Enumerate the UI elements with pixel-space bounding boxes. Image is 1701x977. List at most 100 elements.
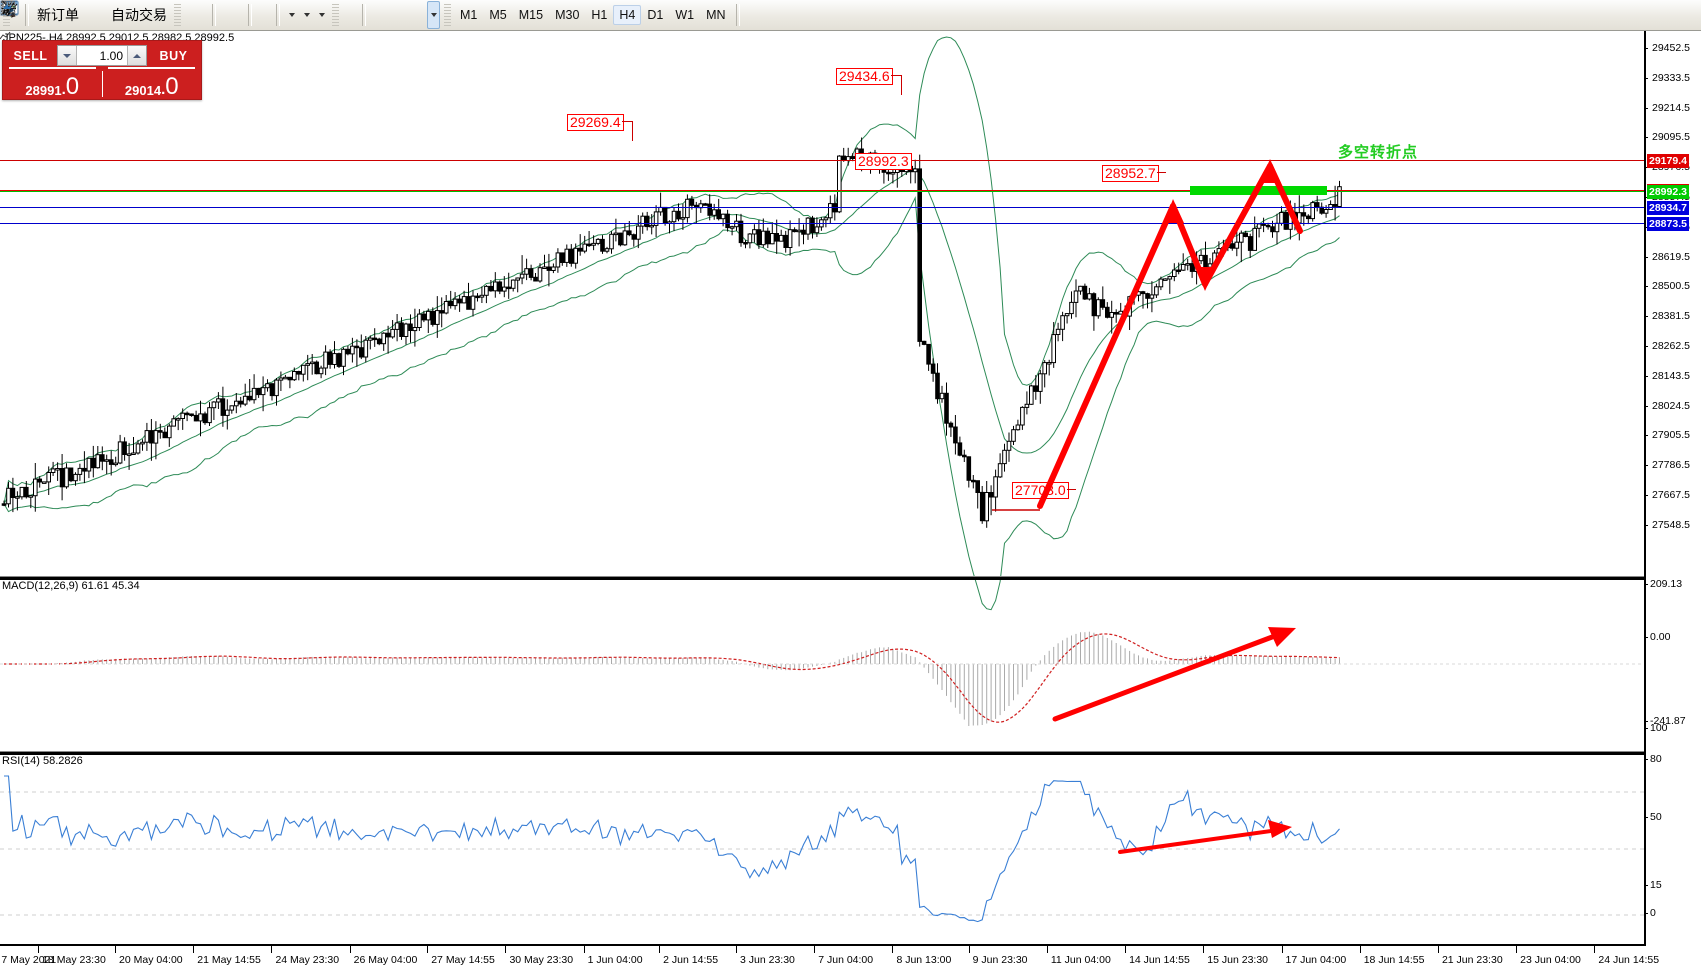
candlestick [1020,406,1025,426]
svg-text:A: A [2,3,13,18]
timeframe-h4[interactable]: H4 [613,5,642,25]
open-chart-button[interactable] [0,2,90,28]
toolbar-separator-1 [25,4,29,26]
candlestick [1310,202,1316,220]
candlestick [622,230,628,246]
candlestick [1060,315,1065,330]
indicators-dropdown-caret[interactable] [289,13,295,17]
templates-dropdown-caret[interactable] [319,13,325,17]
new-order-button[interactable]: 新订单 [1,0,82,28]
time-axis-label: 3 Jun 23:30 [740,954,795,966]
timeframe-mn[interactable]: MN [706,8,726,22]
rsi-pane[interactable]: RSI(14) 58.2826 [0,754,1646,944]
time-axis-label: 26 May 04:00 [353,954,418,966]
time-axis-label: 20 May 04:00 [119,954,183,966]
candlestick [510,279,516,289]
candlestick [1069,301,1074,315]
candlestick [796,229,802,233]
templates-button[interactable] [0,1,328,28]
volume-increase-button[interactable] [127,46,146,65]
period-button[interactable] [1,1,313,28]
sell-button[interactable]: SELL [13,48,48,63]
candlestick [457,298,462,304]
green-highlight-box [1190,186,1327,195]
grid-button[interactable] [0,0,243,28]
timeframe-w1[interactable]: W1 [675,8,695,22]
candlestick [774,233,780,242]
arrows-tool-button[interactable] [3,1,440,29]
price-axis[interactable]: 29452.529333.529214.529095.528976.528857… [1644,31,1701,944]
candlestick [600,238,605,252]
annotation-27703-leader [1067,489,1076,490]
buy-price[interactable]: 29014. 0 [103,69,202,99]
price-chart-svg [1,36,1342,611]
candlestick [408,323,413,331]
shift-end-button[interactable] [2,2,271,28]
price-pane[interactable]: 29269.4 29434.6 28992.3 28952.7 27703.0 … [0,31,1646,611]
candlestick [1096,299,1101,317]
auto-trading-button[interactable]: 自动交易 [0,2,170,28]
candlestick [930,363,936,374]
vertical-line-tool-button[interactable] [5,2,377,28]
candlestick [64,467,69,488]
toolbar-gripper-2[interactable] [174,4,181,26]
timeframe-m30[interactable]: M30 [555,8,580,22]
buy-button[interactable]: BUY [159,48,188,63]
candlestick [828,203,833,219]
macd-pane[interactable]: MACD(12,26,9) 61.61 45.34 [0,579,1646,750]
horizontal-line-tool-button[interactable] [2,2,385,28]
shift-to-start-button[interactable] [2,2,263,28]
time-axis-label: 24 May 23:30 [275,954,340,966]
pointer-tool-button[interactable] [2,0,349,28]
one-click-trading-panel[interactable]: SELL 1.00 BUY 28991. 0 29014. 0 [2,40,202,100]
rsi-tick-label: 0 [1650,907,1656,919]
sell-price[interactable]: 28991. 0 [3,69,102,99]
period-dropdown-caret[interactable] [304,13,310,17]
candlestick [73,473,78,482]
equidistant-channel-tool-button[interactable]: E [2,1,401,28]
macd-tick-label: -241.87 [1650,715,1686,727]
print-button[interactable] [1,0,98,28]
line-chart-button[interactable] [1,2,207,28]
arrows-dropdown-caret[interactable] [431,13,437,17]
candlestick [1087,293,1092,300]
candlestick [1288,211,1293,230]
price-tickmark [1644,48,1648,49]
candlestick [1306,215,1311,220]
candlestick [153,430,159,444]
candlestick-chart-button[interactable] [1,2,199,28]
crosshair-tool-button[interactable] [1,1,357,28]
zoom-out-button[interactable] [1,1,235,28]
bar-chart-button[interactable] [1,2,191,28]
annotation-29269-drop [632,121,633,141]
toolbar-gripper-3[interactable] [332,4,339,26]
candlestick [399,322,404,337]
candlestick [126,453,132,456]
indicators-button[interactable] [1,0,298,28]
candlestick [100,454,105,462]
level-line-29100 [0,190,1646,191]
toolbar-gripper-4[interactable] [444,4,451,26]
price-tickmark [1644,435,1648,437]
market-watch-button[interactable] [1,1,106,28]
timeframe-d1[interactable]: D1 [647,8,664,22]
candlestick [359,347,364,358]
timeframe-h1[interactable]: H1 [591,8,608,22]
text-tool-button[interactable]: A [2,2,417,28]
trendline-tool-button[interactable] [2,2,393,28]
svg-text:T: T [4,4,11,16]
candlestick [448,301,453,307]
volume-decrease-button[interactable] [58,46,77,65]
zoom-in-button[interactable] [1,1,227,28]
price-tick-label: 28500.5 [1652,280,1690,293]
volume-input[interactable]: 1.00 [99,48,123,63]
timeframe-m5[interactable]: M5 [489,8,507,22]
text-label-tool-button[interactable]: T [1,1,425,28]
fibonacci-tool-button[interactable]: F [2,2,409,28]
candlestick [979,491,985,522]
annotation-29269-leader [622,121,633,122]
chart-area[interactable]: 29269.4 29434.6 28992.3 28952.7 27703.0 … [0,31,1701,966]
timeframe-m1[interactable]: M1 [460,8,478,22]
timeframe-m15[interactable]: M15 [518,8,544,22]
volume-stepper[interactable]: 1.00 [57,45,147,66]
